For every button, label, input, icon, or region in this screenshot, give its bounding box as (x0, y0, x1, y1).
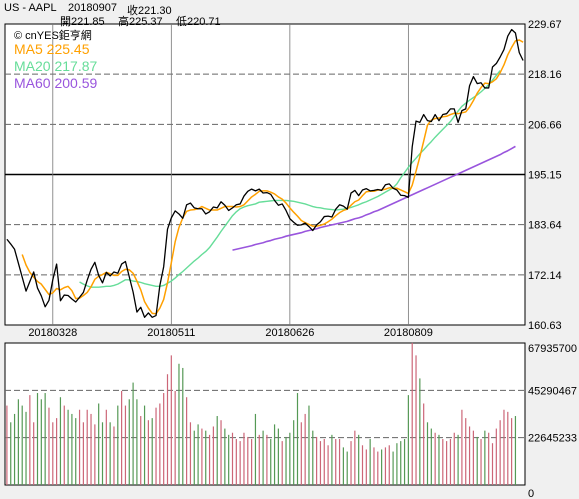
price-y-tick-label: 160.63 (528, 320, 562, 332)
price-panel: 229.67 218.16 206.66 195.15 183.64 172.14 160.… (4, 19, 562, 339)
volume-y-tick-label: 67935700 (528, 343, 577, 355)
volume-y-tick-label: 22645233 (528, 433, 577, 445)
volume-panel: 67935700 45290467 22645233 0 (4, 342, 577, 499)
header-high: 高225.37 (118, 16, 163, 28)
volume-y-tick-label: 0 (528, 488, 534, 499)
watermark: © cnYES鉅亨網 (14, 30, 92, 42)
price-x-tick-labels: 20180328 20180511 20180626 20180809 (28, 327, 433, 339)
volume-grid (5, 389, 525, 439)
price-y-tick-label: 218.16 (528, 69, 562, 81)
price-x-tick-label: 20180626 (265, 327, 314, 339)
header-date: 20180907 (68, 2, 117, 14)
price-y-tick-label: 195.15 (528, 170, 562, 182)
header-open: 開221.85 (60, 16, 105, 28)
volume-y-tick-labels: 67935700 45290467 22645233 0 (528, 343, 577, 499)
price-y-tick-label: 229.67 (528, 19, 562, 31)
header-low: 低220.71 (176, 16, 221, 28)
ma60-line (232, 145, 516, 251)
volume-bars (6, 342, 517, 485)
volume-y-tick-label: 45290467 (528, 385, 577, 397)
volume-plot-area (4, 342, 526, 486)
price-y-tick-labels: 229.67 218.16 206.66 195.15 183.64 172.14 160.… (528, 19, 562, 332)
legend-ma60: MA60 200.59 (14, 75, 98, 91)
price-x-tick-label: 20180511 (147, 327, 195, 339)
price-y-tick-label: 172.14 (528, 270, 562, 282)
legend-ma20: MA20 217.87 (14, 58, 98, 74)
legend-ma5: MA5 225.45 (14, 41, 90, 57)
price-x-tick-label: 20180809 (384, 327, 433, 339)
ma20-line (79, 70, 501, 288)
header-symbol: US - AAPL (4, 2, 57, 14)
price-grid (5, 24, 525, 325)
price-y-tick-label: 183.64 (528, 220, 562, 232)
price-y-tick-label: 206.66 (528, 119, 562, 131)
price-lines (6, 28, 524, 318)
close-price-line (6, 28, 524, 318)
header-close: 收221.30 (127, 5, 172, 17)
price-x-tick-label: 20180328 (28, 327, 77, 339)
